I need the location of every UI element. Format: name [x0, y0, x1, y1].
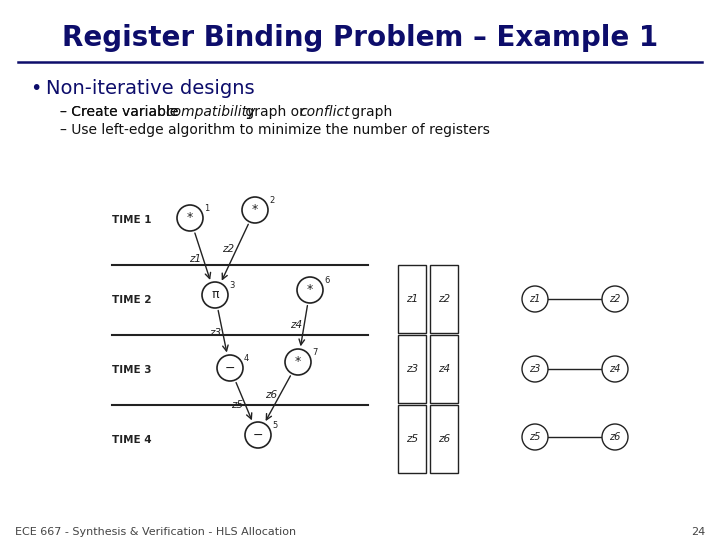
Text: compatibility: compatibility	[166, 105, 256, 119]
Text: −: −	[225, 361, 235, 375]
Text: 4: 4	[244, 354, 249, 363]
Text: – Create variable: – Create variable	[60, 105, 183, 119]
Text: – Create variable: – Create variable	[60, 105, 183, 119]
Text: Register Binding Problem – Example 1: Register Binding Problem – Example 1	[62, 24, 658, 52]
Text: *: *	[295, 355, 301, 368]
Text: *: *	[307, 284, 313, 296]
Circle shape	[522, 424, 548, 450]
Text: 1: 1	[204, 204, 210, 213]
Text: z4: z4	[290, 320, 302, 330]
Text: z1: z1	[406, 294, 418, 304]
Circle shape	[602, 286, 628, 312]
Bar	[398, 265, 426, 333]
Text: TIME 1: TIME 1	[112, 215, 151, 225]
Circle shape	[285, 349, 311, 375]
Circle shape	[202, 282, 228, 308]
Text: 5: 5	[272, 421, 277, 430]
Circle shape	[242, 197, 268, 223]
Text: 24: 24	[690, 527, 705, 537]
Text: ECE 667 - Synthesis & Verification - HLS Allocation: ECE 667 - Synthesis & Verification - HLS…	[15, 527, 296, 537]
Bar	[430, 405, 458, 473]
Text: z6: z6	[438, 434, 450, 444]
Text: •: •	[30, 78, 41, 98]
Circle shape	[522, 286, 548, 312]
Text: graph: graph	[346, 105, 392, 119]
Bar	[430, 335, 458, 403]
Bar	[430, 265, 458, 333]
Text: z2: z2	[438, 294, 450, 304]
Text: z1: z1	[529, 294, 541, 304]
Bar	[398, 405, 426, 473]
Text: graph or: graph or	[241, 105, 310, 119]
Text: *: *	[252, 204, 258, 217]
Text: z4: z4	[438, 364, 450, 374]
Text: z5: z5	[529, 432, 541, 442]
Text: z3: z3	[209, 328, 221, 338]
Text: 7: 7	[312, 348, 318, 357]
Text: 6: 6	[324, 276, 329, 285]
Text: z2: z2	[222, 244, 234, 254]
Text: TIME 3: TIME 3	[112, 365, 151, 375]
Text: π: π	[211, 288, 219, 301]
Text: z3: z3	[406, 364, 418, 374]
Text: z3: z3	[529, 364, 541, 374]
Circle shape	[602, 356, 628, 382]
Circle shape	[522, 356, 548, 382]
Text: conflict: conflict	[300, 105, 351, 119]
Text: z2: z2	[609, 294, 621, 304]
Text: z5: z5	[230, 400, 243, 409]
Text: z1: z1	[189, 254, 201, 264]
Circle shape	[297, 277, 323, 303]
Circle shape	[217, 355, 243, 381]
Text: 3: 3	[229, 281, 235, 290]
Circle shape	[177, 205, 203, 231]
Text: 2: 2	[269, 196, 274, 205]
Text: z4: z4	[609, 364, 621, 374]
Text: TIME 2: TIME 2	[112, 295, 151, 305]
Text: *: *	[187, 212, 193, 225]
Bar	[398, 335, 426, 403]
Text: TIME 4: TIME 4	[112, 435, 152, 445]
Text: −: −	[253, 429, 264, 442]
Circle shape	[245, 422, 271, 448]
Text: z6: z6	[609, 432, 621, 442]
Text: z6: z6	[265, 390, 277, 400]
Text: z5: z5	[406, 434, 418, 444]
Text: Non-iterative designs: Non-iterative designs	[46, 78, 255, 98]
Circle shape	[602, 424, 628, 450]
Text: – Use left-edge algorithm to minimize the number of registers: – Use left-edge algorithm to minimize th…	[60, 123, 490, 137]
